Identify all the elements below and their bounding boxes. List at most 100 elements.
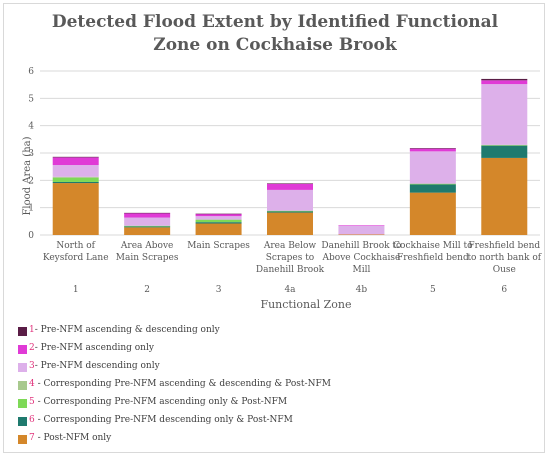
x-category-label: Danehill Brook: [256, 265, 325, 275]
bar-segment-zone-2-series-5: [124, 225, 171, 227]
y-axis-label: Flood Area (ha): [22, 136, 33, 215]
y-tick-label: 1: [28, 204, 34, 214]
x-category-label: Ouse: [493, 265, 516, 275]
x-zone-label: 4a: [284, 285, 296, 295]
legend-item-4: 4 - Corresponding Pre-NFM ascending & de…: [18, 379, 348, 393]
x-category-labels: North of Keysford Lane 1 Area Above Main Scr…: [43, 241, 542, 295]
bar-segment-zone-2-series-4: [124, 225, 171, 227]
legend-number: 4: [29, 379, 35, 389]
y-tick-label: 3: [28, 149, 34, 159]
bar-segment-zone-4b-series-3: [338, 225, 385, 235]
legend-label: 2- Pre-NFM ascending only: [29, 343, 154, 353]
bar-segment-zone-2-series-2: [124, 213, 171, 218]
legend-label: 6 - Corresponding Pre-NFM descending onl…: [29, 415, 293, 425]
legend-item-3: 3- Pre-NFM descending only: [18, 361, 348, 375]
y-tick-labels: 0 1 2 3 4 5 6: [28, 67, 34, 241]
bar-segment-zone-2-series-7: [124, 227, 171, 235]
x-category-label: Mill: [352, 265, 370, 275]
bar-segment-zone-6-series-3: [481, 84, 528, 145]
bar-segment-zone-3-series-2: [195, 213, 242, 217]
bar-segment-zone-1-series-7: [52, 183, 99, 235]
bar-segment-zone-6-series-6: [481, 145, 528, 158]
x-category-label: Area Above: [120, 241, 173, 251]
legend-label: 3- Pre-NFM descending only: [29, 361, 160, 371]
bar-segment-zone-6-series-5: [481, 145, 528, 146]
bar-segment-zone-4a-series-4: [267, 210, 313, 212]
legend-text: - Post-NFM only: [34, 433, 112, 443]
x-category-label: Danehill Brook to: [321, 241, 401, 251]
x-zone-label: 4b: [356, 285, 368, 295]
bar-segment-zone-6-series-4: [481, 144, 528, 146]
bar-segment-zone-4b-series-2: [338, 225, 385, 226]
bar-segment-zone-6-series-2: [481, 80, 528, 85]
x-category-label: North of: [56, 241, 95, 251]
bar-segment-zone-4b-series-7: [338, 234, 385, 235]
y-tick-label: 5: [28, 94, 34, 104]
bar-segment-zone-3-series-3: [195, 216, 242, 220]
legend-item-2: 2- Pre-NFM ascending only: [18, 343, 348, 357]
legend-number: 6: [29, 415, 35, 425]
bar-segment-zone-5-series-5: [409, 183, 456, 185]
x-category-label: to north bank of: [467, 253, 541, 263]
bar-segment-zone-6-series-1: [481, 78, 528, 81]
stacked-bar-chart: 0 1 2 3 4 5 6 North of Keysford Lane 1 Area Above…: [22, 67, 542, 311]
x-category-label: Freshfield bend: [397, 253, 469, 263]
legend-text: - Corresponding Pre-NFM ascending & desc…: [34, 379, 331, 389]
bar-segment-zone-2-series-3: [124, 217, 171, 226]
legend-label: 7 - Post-NFM only: [29, 433, 111, 443]
bar-segment-zone-1-series-2: [52, 157, 99, 166]
legend-label: 1- Pre-NFM ascending & descending only: [29, 325, 220, 335]
legend-text: - Pre-NFM ascending & descending only: [34, 325, 220, 335]
x-zone-label: 5: [430, 285, 436, 295]
bar-segment-zone-5-series-2: [409, 148, 456, 152]
legend-item-6: 6 - Corresponding Pre-NFM descending onl…: [18, 415, 348, 429]
x-zone-label: 2: [144, 285, 150, 295]
bar-segment-zone-1-series-5: [52, 177, 99, 182]
legend-number: 1: [29, 325, 35, 335]
bar-segment-zone-1-series-6: [52, 181, 99, 184]
bar-segment-zone-4a-series-5: [267, 210, 313, 212]
legend-swatch: [18, 435, 27, 444]
bar-segment-zone-1-series-3: [52, 165, 99, 177]
x-category-label: Main Scrapes: [116, 253, 179, 263]
bar-segment-zone-4a-series-2: [267, 183, 313, 190]
bar-segment-zone-4a-series-1: [267, 183, 313, 184]
x-category-label: Cockhaise Mill to: [393, 241, 472, 251]
legend-swatch: [18, 417, 27, 426]
bar-segment-zone-5-series-6: [409, 184, 456, 193]
bar-segment-zone-3-series-6: [195, 222, 242, 224]
legend-text: - Corresponding Pre-NFM descending only …: [34, 415, 293, 425]
y-tick-label: 2: [28, 176, 34, 186]
x-category-label: Scrapes to: [266, 253, 314, 263]
legend-item-5: 5 - Corresponding Pre-NFM ascending only…: [18, 397, 348, 411]
bar-segment-zone-2-series-1: [124, 212, 171, 214]
legend-swatch: [18, 399, 27, 408]
x-category-label: Area Below: [263, 241, 317, 251]
x-zone-label: 1: [73, 285, 79, 295]
bar-segment-zone-5-series-4: [409, 183, 456, 185]
bars: [52, 78, 528, 235]
x-category-label: Freshfield bend: [468, 241, 540, 251]
bar-segment-zone-4a-series-7: [267, 212, 313, 235]
legend-item-7: 7 - Post-NFM only: [18, 433, 348, 447]
bar-segment-zone-5-series-3: [409, 151, 456, 184]
legend-text: - Corresponding Pre-NFM ascending only &…: [34, 397, 288, 407]
bar-segment-zone-2-series-6: [124, 226, 171, 228]
x-zone-label: 6: [501, 285, 507, 295]
legend-label: 4 - Corresponding Pre-NFM ascending & de…: [29, 379, 331, 389]
legend-swatch: [18, 327, 27, 336]
bar-segment-zone-1-series-4: [52, 176, 99, 178]
bar-segment-zone-4a-series-3: [267, 189, 313, 211]
legend-text: - Pre-NFM ascending only: [34, 343, 154, 353]
legend-item-1: 1- Pre-NFM ascending & descending only: [18, 325, 348, 339]
bar-segment-zone-3-series-4: [195, 219, 242, 220]
bar-segment-zone-3-series-5: [195, 219, 242, 223]
y-tick-label: 4: [28, 122, 34, 132]
legend-number: 5: [29, 397, 35, 407]
bar-segment-zone-3-series-1: [195, 213, 242, 215]
chart-title-line2: Zone on Cockhaise Brook: [153, 35, 397, 55]
x-category-label: Main Scrapes: [187, 241, 250, 251]
bar-segment-zone-3-series-7: [195, 223, 242, 235]
y-tick-label: 0: [28, 231, 34, 241]
x-category-label: Above Cockhaise: [322, 253, 401, 263]
